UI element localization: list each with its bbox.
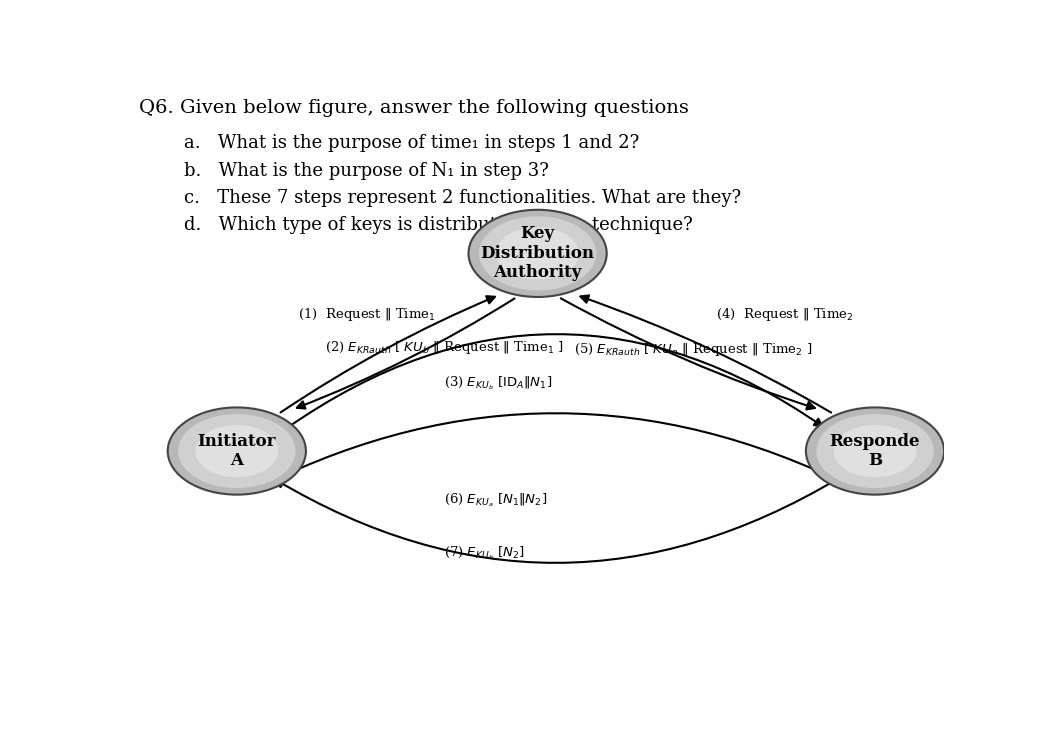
Text: (1)  Request $\|$ Time$_1$: (1) Request $\|$ Time$_1$ xyxy=(298,306,435,323)
Text: c.   These 7 steps represent 2 functionalities. What are they?: c. These 7 steps represent 2 functionali… xyxy=(184,189,741,207)
Text: Initiator
A: Initiator A xyxy=(197,433,276,470)
Text: (4)  Request $\|$ Time$_2$: (4) Request $\|$ Time$_2$ xyxy=(716,306,854,323)
Text: (3) $\mathit{E}_{KU_b}$ $[\mathrm{ID}_A \| N_1]$: (3) $\mathit{E}_{KU_b}$ $[\mathrm{ID}_A … xyxy=(444,374,552,392)
Text: (6) $\mathit{E}_{KU_a}$ $[N_1 \| N_2]$: (6) $\mathit{E}_{KU_a}$ $[N_1 \| N_2]$ xyxy=(444,492,548,509)
Ellipse shape xyxy=(834,425,917,477)
Text: Key
Distribution
Authority: Key Distribution Authority xyxy=(480,225,595,282)
Ellipse shape xyxy=(806,408,944,495)
Ellipse shape xyxy=(816,414,934,488)
Text: a.   What is the purpose of time₁ in steps 1 and 2?: a. What is the purpose of time₁ in steps… xyxy=(184,134,639,153)
Ellipse shape xyxy=(496,227,579,279)
Text: b.   What is the purpose of N₁ in step 3?: b. What is the purpose of N₁ in step 3? xyxy=(184,162,549,180)
Text: Responde
B: Responde B xyxy=(830,433,920,470)
Text: (7) $\mathit{E}_{KU_b}$ $[ N_2 ]$: (7) $\mathit{E}_{KU_b}$ $[ N_2 ]$ xyxy=(444,544,524,562)
Ellipse shape xyxy=(469,210,606,297)
Text: Q6. Given below figure, answer the following questions: Q6. Given below figure, answer the follo… xyxy=(140,100,689,117)
Ellipse shape xyxy=(195,425,278,477)
Text: (2) $\mathit{E}_{KRauth}$ $[$ $\mathit{KU}_b$ $\|$ Request $\|$ Time$_1$ $]$: (2) $\mathit{E}_{KRauth}$ $[$ $\mathit{K… xyxy=(324,339,563,356)
Text: (5) $\mathit{E}_{KRauth}$ $[$ $\mathit{KU}_a$ $\|$ Request $\|$ Time$_2$ $]$: (5) $\mathit{E}_{KRauth}$ $[$ $\mathit{K… xyxy=(574,341,813,358)
Ellipse shape xyxy=(168,408,306,495)
Ellipse shape xyxy=(178,414,296,488)
Ellipse shape xyxy=(479,217,596,291)
Text: d.   Which type of keys is distributed by this technique?: d. Which type of keys is distributed by … xyxy=(184,216,692,234)
